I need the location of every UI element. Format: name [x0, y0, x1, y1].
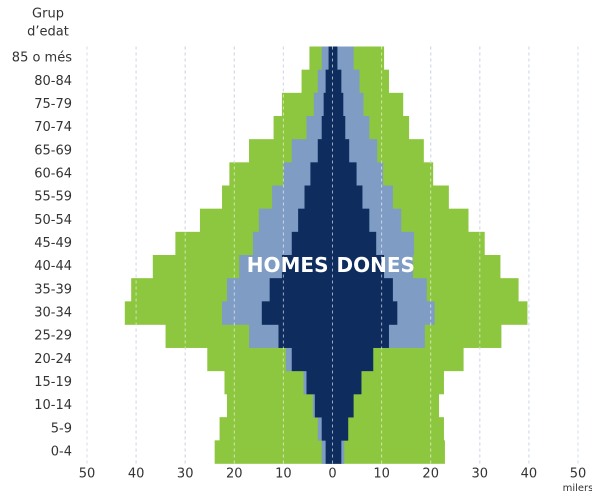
bar — [332, 394, 354, 418]
y-tick-label: 60-64 — [34, 166, 72, 181]
y-tick-label: 75-79 — [34, 97, 72, 112]
bar — [325, 69, 333, 94]
y-tick-label: 70-74 — [34, 120, 72, 135]
bar — [291, 231, 333, 256]
bar — [317, 139, 333, 163]
bar — [321, 417, 333, 441]
bar — [291, 347, 333, 372]
bar — [298, 208, 333, 233]
x-tick-label: 30 — [177, 467, 194, 482]
y-tick-label: 80-84 — [34, 74, 72, 89]
bar — [219, 417, 333, 441]
bar — [278, 324, 333, 348]
y-tick-label: 5-9 — [51, 421, 72, 436]
bar — [332, 440, 342, 464]
bar — [226, 394, 333, 418]
x-tick-label: 40 — [521, 467, 538, 482]
bar — [304, 185, 333, 209]
bar — [332, 417, 444, 441]
x-tick-label: 40 — [128, 467, 145, 482]
annotation: HOMES — [247, 253, 329, 277]
bar — [321, 46, 333, 70]
x-tick-label: 20 — [226, 467, 243, 482]
y-tick-label: 40-44 — [34, 259, 72, 274]
bar — [214, 440, 333, 464]
bar — [332, 162, 357, 186]
x-tick-label: 0 — [328, 467, 336, 482]
x-tick-label: 20 — [422, 467, 439, 482]
bar — [261, 301, 333, 325]
bar — [332, 255, 385, 279]
bar — [332, 394, 440, 418]
bar — [332, 440, 445, 464]
bar — [332, 46, 338, 70]
y-axis-title: Grup — [32, 7, 64, 22]
bar — [332, 324, 389, 348]
y-tick-label: 30-34 — [34, 305, 72, 320]
bar — [332, 46, 354, 70]
y-tick-label: 65-69 — [34, 143, 72, 158]
y-tick-label: 45-49 — [34, 236, 72, 251]
bar — [332, 139, 350, 163]
bar — [332, 301, 398, 325]
bar — [332, 417, 349, 441]
x-tick-label: 50 — [79, 467, 96, 482]
y-tick-label: 50-54 — [34, 213, 72, 228]
bar — [332, 347, 374, 372]
bar — [321, 116, 333, 140]
y-tick-label: 15-19 — [34, 375, 72, 390]
x-axis-unit: milers — [563, 483, 592, 493]
x-tick-label: 10 — [275, 467, 292, 482]
bar — [323, 92, 333, 117]
bar — [310, 162, 333, 186]
y-tick-label: 0-4 — [51, 444, 72, 459]
bar — [332, 185, 363, 209]
bar — [325, 440, 333, 464]
bar — [332, 278, 393, 302]
y-axis-title: d’edat — [27, 25, 69, 40]
y-tick-label: 20-24 — [34, 352, 72, 367]
y-tick-label: 55-59 — [34, 190, 72, 205]
bar — [332, 92, 344, 117]
bar — [328, 46, 333, 70]
annotation: DONES — [337, 253, 415, 277]
bar — [332, 208, 370, 233]
y-tick-label: 85 o més — [12, 51, 72, 66]
bar — [269, 278, 333, 302]
bar — [332, 69, 342, 94]
bar — [332, 231, 377, 256]
x-tick-label: 30 — [472, 467, 489, 482]
bar — [281, 255, 333, 279]
bar — [314, 394, 333, 418]
y-tick-label: 35-39 — [34, 282, 72, 297]
x-tick-label: 50 — [570, 467, 587, 482]
bar — [306, 370, 333, 395]
x-tick-label: 10 — [373, 467, 390, 482]
y-tick-label: 10-14 — [34, 398, 72, 413]
bar — [332, 370, 362, 395]
bar — [332, 116, 346, 140]
y-tick-label: 25-29 — [34, 329, 72, 344]
